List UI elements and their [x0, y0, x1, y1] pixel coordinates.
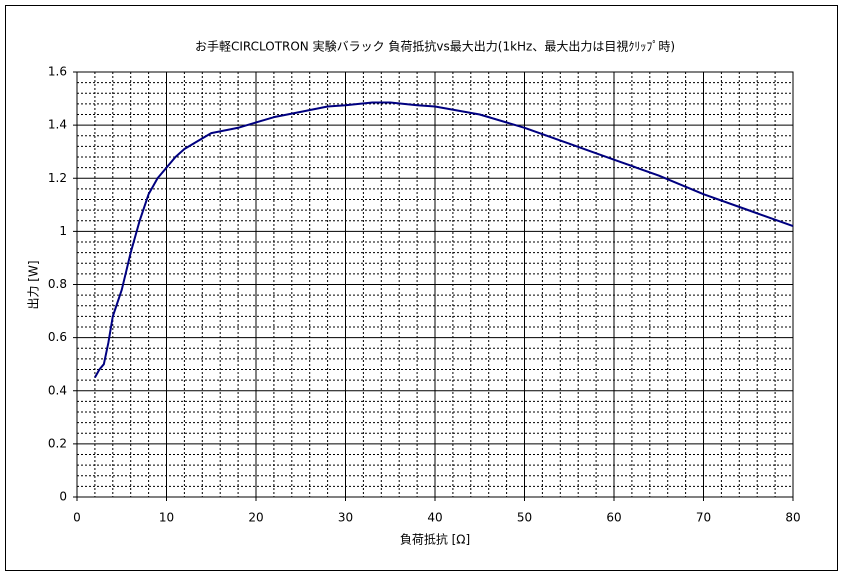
- y-axis-label: 出力 [W]: [27, 260, 41, 309]
- x-tick-label: 10: [159, 511, 174, 525]
- x-tick-label: 70: [696, 511, 711, 525]
- y-tick-label: 1: [59, 224, 67, 238]
- x-tick-label: 20: [248, 511, 263, 525]
- y-tick-label: 0.8: [48, 277, 67, 291]
- y-tick-label: 1.2: [48, 171, 67, 185]
- y-tick-label: 0: [59, 490, 67, 504]
- x-tick-label: 0: [73, 511, 81, 525]
- x-axis-label: 負荷抵抗 [Ω]: [400, 532, 470, 547]
- x-tick-label: 60: [606, 511, 621, 525]
- data-line: [94, 101, 794, 378]
- y-tick-label: 0.4: [48, 383, 67, 397]
- chart-title: お手軽CIRCLOTRON 実験バラック 負荷抵抗vs最大出力(1kHz、最大出…: [195, 39, 675, 54]
- x-tick-label: 50: [517, 511, 532, 525]
- x-tick-label: 40: [427, 511, 442, 525]
- y-tick-label: 1.4: [48, 118, 67, 132]
- y-tick-label: 0.2: [48, 436, 67, 450]
- x-tick-label: 80: [785, 511, 800, 525]
- plot-border: [76, 71, 794, 498]
- y-tick-label: 1.6: [48, 65, 67, 79]
- x-tick-label: 30: [338, 511, 353, 525]
- y-tick-label: 0.6: [48, 330, 67, 344]
